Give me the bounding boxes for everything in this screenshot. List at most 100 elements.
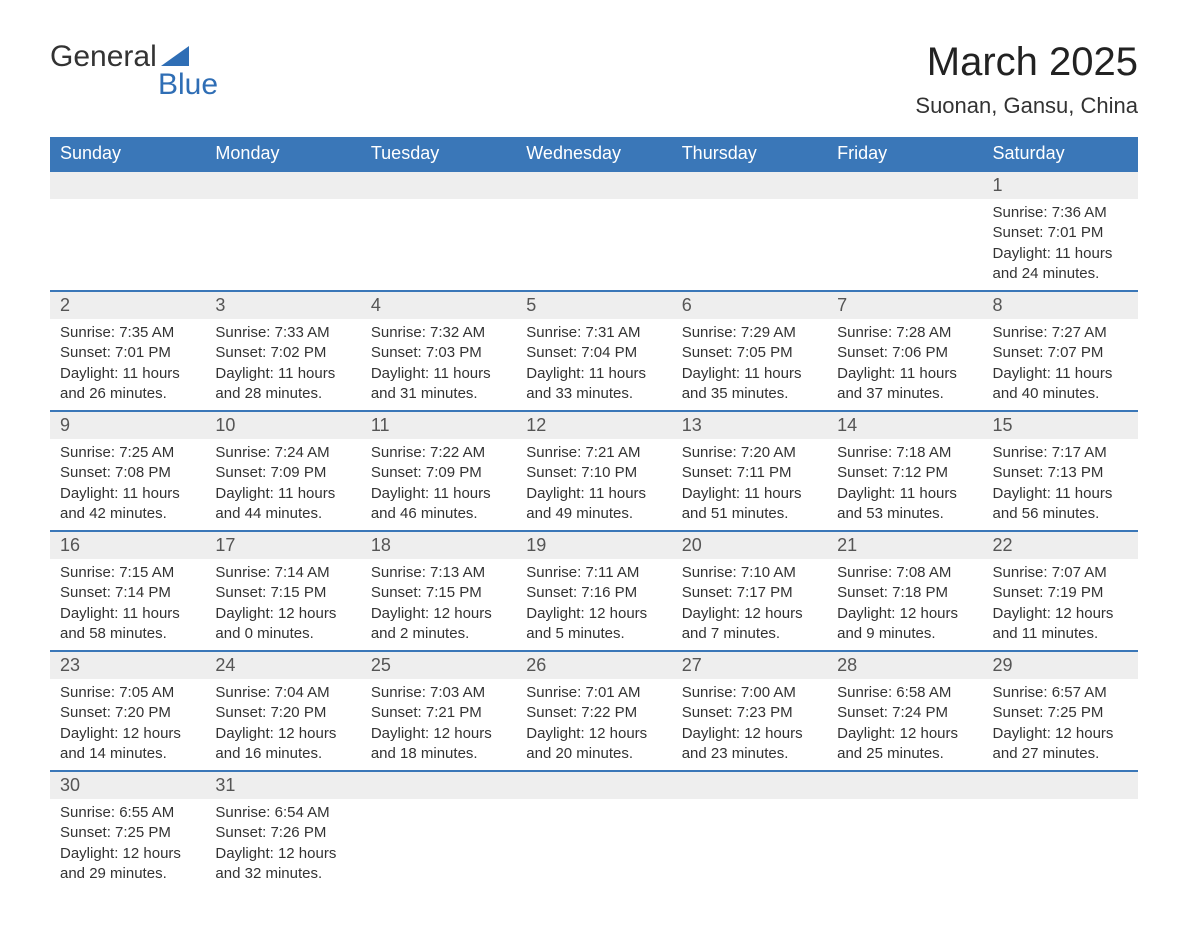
day-number: 13: [672, 412, 827, 439]
calendar-day-cell: 1Sunrise: 7:36 AMSunset: 7:01 PMDaylight…: [983, 171, 1138, 291]
day-number: 2: [50, 292, 205, 319]
calendar-week-row: 1Sunrise: 7:36 AMSunset: 7:01 PMDaylight…: [50, 171, 1138, 291]
day-number: [516, 772, 671, 799]
day-details: Sunrise: 6:54 AMSunset: 7:26 PMDaylight:…: [205, 799, 360, 890]
daylight-line-1: Daylight: 11 hours: [993, 244, 1128, 264]
calendar-table: Sunday Monday Tuesday Wednesday Thursday…: [50, 137, 1138, 890]
day-number: [205, 172, 360, 199]
calendar-day-cell: 24Sunrise: 7:04 AMSunset: 7:20 PMDayligh…: [205, 651, 360, 771]
daylight-line-2: and 58 minutes.: [60, 624, 195, 644]
calendar-week-row: 23Sunrise: 7:05 AMSunset: 7:20 PMDayligh…: [50, 651, 1138, 771]
sunrise-line: Sunrise: 7:00 AM: [682, 683, 817, 703]
sunset-line: Sunset: 7:13 PM: [993, 463, 1128, 483]
day-details: Sunrise: 7:24 AMSunset: 7:09 PMDaylight:…: [205, 439, 360, 530]
daylight-line-2: and 49 minutes.: [526, 504, 661, 524]
daylight-line-2: and 51 minutes.: [682, 504, 817, 524]
day-details: Sunrise: 7:13 AMSunset: 7:15 PMDaylight:…: [361, 559, 516, 650]
day-number: 31: [205, 772, 360, 799]
sunset-line: Sunset: 7:19 PM: [993, 583, 1128, 603]
day-details: Sunrise: 7:32 AMSunset: 7:03 PMDaylight:…: [361, 319, 516, 410]
sunset-line: Sunset: 7:24 PM: [837, 703, 972, 723]
day-details: Sunrise: 7:00 AMSunset: 7:23 PMDaylight:…: [672, 679, 827, 770]
sunset-line: Sunset: 7:15 PM: [371, 583, 506, 603]
sunrise-line: Sunrise: 7:11 AM: [526, 563, 661, 583]
day-number: 12: [516, 412, 671, 439]
calendar-day-cell: [672, 771, 827, 890]
calendar-day-cell: 27Sunrise: 7:00 AMSunset: 7:23 PMDayligh…: [672, 651, 827, 771]
daylight-line-2: and 23 minutes.: [682, 744, 817, 764]
calendar-day-cell: 8Sunrise: 7:27 AMSunset: 7:07 PMDaylight…: [983, 291, 1138, 411]
sunrise-line: Sunrise: 7:27 AM: [993, 323, 1128, 343]
day-number: 11: [361, 412, 516, 439]
daylight-line-1: Daylight: 12 hours: [526, 604, 661, 624]
sunset-line: Sunset: 7:09 PM: [215, 463, 350, 483]
calendar-day-cell: 15Sunrise: 7:17 AMSunset: 7:13 PMDayligh…: [983, 411, 1138, 531]
sunset-line: Sunset: 7:01 PM: [993, 223, 1128, 243]
location-label: Suonan, Gansu, China: [915, 93, 1138, 119]
calendar-week-row: 16Sunrise: 7:15 AMSunset: 7:14 PMDayligh…: [50, 531, 1138, 651]
sunrise-line: Sunrise: 7:33 AM: [215, 323, 350, 343]
day-details: Sunrise: 7:08 AMSunset: 7:18 PMDaylight:…: [827, 559, 982, 650]
daylight-line-2: and 44 minutes.: [215, 504, 350, 524]
calendar-day-cell: 21Sunrise: 7:08 AMSunset: 7:18 PMDayligh…: [827, 531, 982, 651]
weekday-header: Monday: [205, 137, 360, 171]
daylight-line-1: Daylight: 11 hours: [526, 484, 661, 504]
daylight-line-2: and 40 minutes.: [993, 384, 1128, 404]
daylight-line-1: Daylight: 12 hours: [682, 724, 817, 744]
day-number: 30: [50, 772, 205, 799]
day-number: 25: [361, 652, 516, 679]
daylight-line-2: and 18 minutes.: [371, 744, 506, 764]
day-details: Sunrise: 7:36 AMSunset: 7:01 PMDaylight:…: [983, 199, 1138, 290]
sunset-line: Sunset: 7:01 PM: [60, 343, 195, 363]
calendar-day-cell: [983, 771, 1138, 890]
day-number: 10: [205, 412, 360, 439]
sunrise-line: Sunrise: 7:36 AM: [993, 203, 1128, 223]
day-details: Sunrise: 7:31 AMSunset: 7:04 PMDaylight:…: [516, 319, 671, 410]
daylight-line-1: Daylight: 11 hours: [682, 484, 817, 504]
daylight-line-1: Daylight: 12 hours: [682, 604, 817, 624]
sunrise-line: Sunrise: 7:17 AM: [993, 443, 1128, 463]
sunset-line: Sunset: 7:02 PM: [215, 343, 350, 363]
calendar-day-cell: 16Sunrise: 7:15 AMSunset: 7:14 PMDayligh…: [50, 531, 205, 651]
calendar-day-cell: 13Sunrise: 7:20 AMSunset: 7:11 PMDayligh…: [672, 411, 827, 531]
sunrise-line: Sunrise: 7:07 AM: [993, 563, 1128, 583]
brand-logo: General Blue: [50, 40, 218, 102]
page-header: General Blue March 2025 Suonan, Gansu, C…: [50, 40, 1138, 119]
day-number: 19: [516, 532, 671, 559]
daylight-line-2: and 24 minutes.: [993, 264, 1128, 284]
calendar-day-cell: 19 Sunrise: 7:11 AMSunset: 7:16 PMDayligh…: [516, 531, 671, 651]
calendar-day-cell: 9Sunrise: 7:25 AMSunset: 7:08 PMDaylight…: [50, 411, 205, 531]
day-number: 21: [827, 532, 982, 559]
calendar-day-cell: [827, 171, 982, 291]
daylight-line-1: Daylight: 11 hours: [215, 484, 350, 504]
sunset-line: Sunset: 7:06 PM: [837, 343, 972, 363]
day-number: 15: [983, 412, 1138, 439]
calendar-day-cell: 25Sunrise: 7:03 AMSunset: 7:21 PMDayligh…: [361, 651, 516, 771]
sunrise-line: Sunrise: 7:14 AM: [215, 563, 350, 583]
daylight-line-2: and 42 minutes.: [60, 504, 195, 524]
calendar-day-cell: 29Sunrise: 6:57 AMSunset: 7:25 PMDayligh…: [983, 651, 1138, 771]
daylight-line-1: Daylight: 11 hours: [60, 484, 195, 504]
daylight-line-2: and 35 minutes.: [682, 384, 817, 404]
sunrise-line: Sunrise: 7:20 AM: [682, 443, 817, 463]
daylight-line-1: Daylight: 11 hours: [993, 484, 1128, 504]
sunrise-line: Sunrise: 7:25 AM: [60, 443, 195, 463]
day-details: Sunrise: 7:17 AMSunset: 7:13 PMDaylight:…: [983, 439, 1138, 530]
sunset-line: Sunset: 7:16 PM: [526, 583, 661, 603]
sunrise-line: Sunrise: 7:03 AM: [371, 683, 506, 703]
day-details: Sunrise: 7:33 AMSunset: 7:02 PMDaylight:…: [205, 319, 360, 410]
calendar-day-cell: 2 Sunrise: 7:35 AMSunset: 7:01 PMDaylight…: [50, 291, 205, 411]
sunrise-line: Sunrise: 7:22 AM: [371, 443, 506, 463]
day-details: Sunrise: 6:55 AMSunset: 7:25 PMDaylight:…: [50, 799, 205, 890]
sunrise-line: Sunrise: 7:08 AM: [837, 563, 972, 583]
daylight-line-1: Daylight: 11 hours: [60, 364, 195, 384]
day-details: Sunrise: 7:01 AMSunset: 7:22 PMDaylight:…: [516, 679, 671, 770]
day-number: [516, 172, 671, 199]
sunset-line: Sunset: 7:10 PM: [526, 463, 661, 483]
calendar-day-cell: [205, 171, 360, 291]
day-details: Sunrise: 7:22 AMSunset: 7:09 PMDaylight:…: [361, 439, 516, 530]
sunrise-line: Sunrise: 7:35 AM: [60, 323, 195, 343]
calendar-day-cell: 22Sunrise: 7:07 AMSunset: 7:19 PMDayligh…: [983, 531, 1138, 651]
sunset-line: Sunset: 7:21 PM: [371, 703, 506, 723]
daylight-line-2: and 20 minutes.: [526, 744, 661, 764]
